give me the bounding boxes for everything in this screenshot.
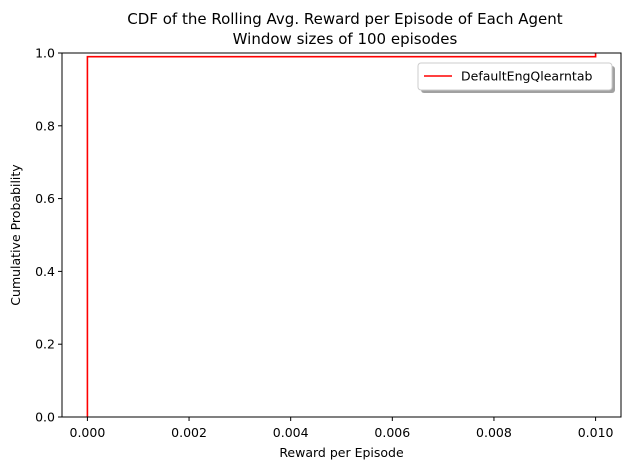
- series-line-0: [86, 53, 597, 417]
- legend-label: DefaultEngQlearntab: [461, 69, 592, 84]
- chart-title: CDF of the Rolling Avg. Reward per Episo…: [127, 10, 562, 28]
- legend-box: [417, 62, 613, 91]
- y-tick-label: 1.0: [35, 46, 55, 61]
- x-tick-label: 0.000: [70, 425, 106, 440]
- chart-subtitle: Window sizes of 100 episodes: [233, 30, 458, 48]
- x-tick-label: 0.004: [273, 425, 309, 440]
- y-tick-label: 0.0: [35, 410, 55, 425]
- x-axis-label: Reward per Episode: [279, 445, 404, 460]
- y-axis: 0.0 0.2 0.4 0.6 0.8 1.0: [35, 46, 62, 425]
- x-tick-label: 0.010: [578, 425, 614, 440]
- y-axis-label: Cumulative Probability: [8, 164, 23, 306]
- plot-lines: [86, 53, 597, 417]
- plot-frame: [61, 52, 622, 418]
- y-tick-label: 0.4: [35, 264, 55, 279]
- y-tick-label: 0.8: [35, 118, 55, 133]
- legend: DefaultEngQlearntab: [417, 62, 615, 93]
- y-tick-label: 0.2: [35, 337, 55, 352]
- x-tick-label: 0.006: [374, 425, 410, 440]
- x-tick-label: 0.008: [476, 425, 512, 440]
- x-tick-label: 0.002: [171, 425, 207, 440]
- x-axis: 0.000 0.002 0.004 0.006 0.008 0.010: [70, 417, 614, 440]
- y-tick-label: 0.6: [35, 191, 55, 206]
